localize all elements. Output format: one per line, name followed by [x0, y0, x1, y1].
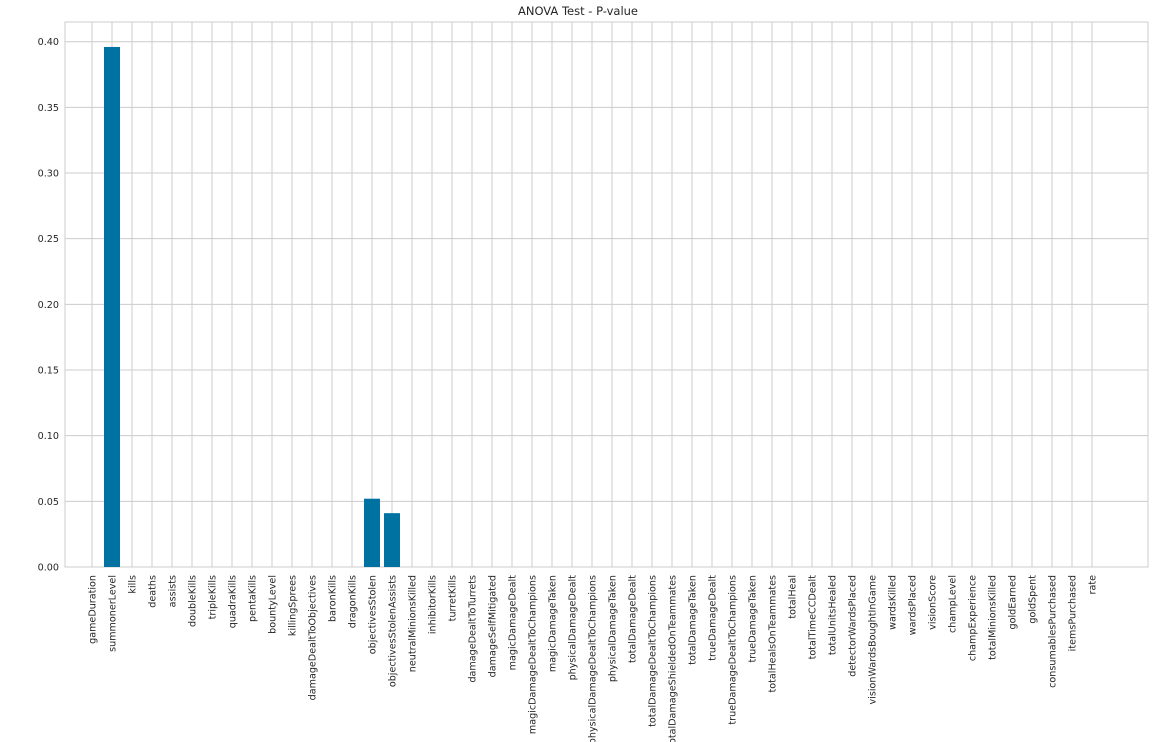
x-tick-label: dragonKills	[348, 575, 359, 628]
y-tick-label: 0.05	[38, 497, 59, 508]
bar-summonerLevel	[104, 46, 120, 568]
y-tick-label: 0.30	[38, 169, 59, 180]
x-tick-label: magicDamageTaken	[548, 575, 559, 672]
x-tick-label: damageDealtToObjectives	[308, 575, 319, 700]
x-tick-label: totalUnitsHealed	[828, 575, 839, 655]
x-tick-label: neutralMinionsKilled	[408, 575, 419, 672]
x-tick-label: damageDealtToTurrets	[468, 575, 479, 683]
x-tick-labels: gameDuration summonerLevel kills deaths assi…	[88, 575, 1099, 742]
x-tick-label: physicalDamageTaken	[608, 575, 619, 682]
chart-title: ANOVA Test - P-value	[517, 4, 638, 18]
x-tick-label: kills	[128, 575, 139, 594]
x-tick-label: killingSprees	[288, 575, 299, 636]
x-tick-label: totalHeal	[788, 575, 799, 619]
x-tick-label: totalTimeCCDealt	[808, 575, 819, 660]
x-tick-label: totalMinionsKilled	[988, 575, 999, 660]
x-tick-label: trueDamageDealtToChampions	[728, 575, 739, 725]
x-tick-label: objectivesStolen	[368, 575, 379, 654]
x-tick-label: deaths	[148, 575, 159, 608]
x-tick-label: visionScore	[928, 575, 939, 630]
y-tick-label: 0.40	[38, 37, 59, 48]
y-gridlines	[65, 41, 1148, 568]
y-tick-label: 0.20	[38, 300, 59, 311]
x-tick-label: wardsKilled	[888, 575, 899, 630]
x-tick-label: goldEarned	[1008, 575, 1019, 630]
x-tick-label: totalDamageShieldedOnTeammates	[668, 575, 679, 742]
x-tick-label: rate	[1088, 575, 1099, 595]
x-tick-label: objectivesStolenAssists	[388, 575, 399, 687]
x-tick-label: quadraKills	[228, 575, 239, 628]
x-tick-label: magicDamageDealtToChampions	[528, 575, 539, 734]
x-tick-label: champExperience	[968, 575, 979, 661]
x-tick-label: summonerLevel	[108, 575, 119, 652]
x-tick-label: turretKills	[448, 575, 459, 621]
y-tick-label: 0.00	[38, 563, 59, 574]
x-tick-label: inhibitorKills	[428, 575, 439, 634]
bars	[104, 46, 400, 568]
x-tick-label: gameDuration	[88, 575, 99, 644]
x-tick-label: damageSelfMitigated	[488, 575, 499, 677]
plot-area	[64, 21, 1149, 568]
y-tick-label: 0.25	[38, 234, 59, 245]
x-tick-label: consumablesPurchased	[1048, 575, 1059, 688]
x-tick-label: assists	[168, 575, 179, 607]
bar-objectivesStolen	[364, 498, 380, 567]
x-tick-label: totalHealsOnTeammates	[768, 575, 779, 692]
y-tick-labels: 0.00 0.05 0.10 0.15 0.20 0.25 0.30 0.35 0.40	[38, 37, 59, 573]
x-tick-label: itemsPurchased	[1068, 575, 1079, 651]
x-tick-label: pentaKills	[248, 575, 259, 622]
x-tick-label: visionWardsBoughtInGame	[868, 575, 879, 705]
y-tick-label: 0.15	[38, 366, 59, 377]
x-tick-label: tripleKills	[208, 575, 219, 619]
x-tick-label: totalDamageDealt	[628, 575, 639, 663]
x-tick-label: doubleKills	[188, 575, 199, 627]
x-tick-label: totalDamageDealtToChampions	[648, 575, 659, 727]
x-tick-label: bountyLevel	[268, 575, 279, 634]
x-tick-label: goldSpent	[1028, 575, 1039, 624]
x-tick-label: baronKills	[328, 575, 339, 622]
x-tick-label: magicDamageDealt	[508, 575, 519, 671]
x-tick-label: physicalDamageDealt	[568, 575, 579, 681]
x-tick-label: trueDamageTaken	[748, 575, 759, 663]
x-tick-label: wardsPlaced	[908, 575, 919, 635]
x-tick-label: totalDamageTaken	[688, 575, 699, 665]
x-tick-label: physicalDamageDealtToChampions	[588, 575, 599, 742]
x-tick-label: detectorWardsPlaced	[848, 575, 859, 677]
bar-objectivesStolenAssists	[384, 513, 400, 567]
y-tick-label: 0.10	[38, 431, 59, 442]
x-tick-label: trueDamageDealt	[708, 575, 719, 661]
y-tick-label: 0.35	[38, 103, 59, 114]
x-tick-label: champLevel	[948, 575, 959, 633]
